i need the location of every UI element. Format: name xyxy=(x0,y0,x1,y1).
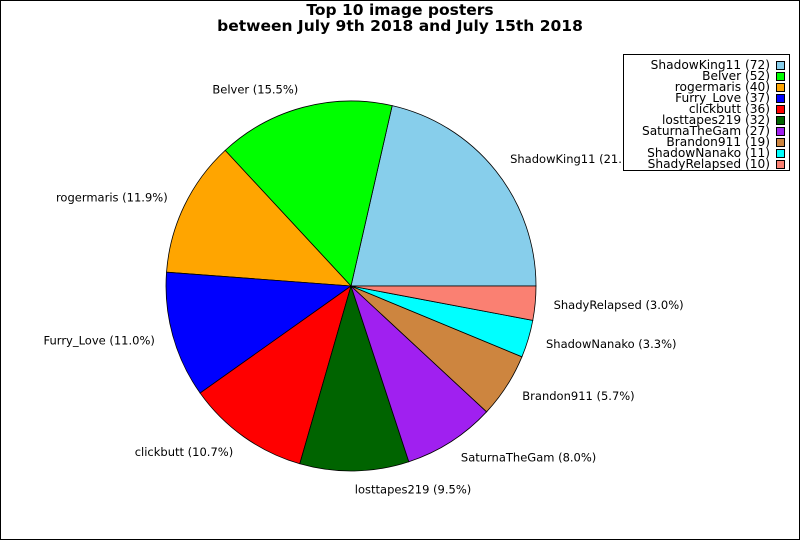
legend-label: ShadowNanako (11) xyxy=(647,146,770,160)
pie-slice-losttapes219 xyxy=(299,284,410,472)
legend-label: ShadowKing11 (72) xyxy=(650,58,770,72)
legend-swatch xyxy=(776,127,785,136)
legend-label: ShadyRelapsed (10) xyxy=(647,157,770,171)
legend-item-shadyrelapsed: ShadyRelapsed (10) xyxy=(647,157,785,171)
legend-item-losttapes219: losttapes219 (32) xyxy=(662,113,785,127)
slice-label-saturnathegam: SaturnaTheGam (8.0%) xyxy=(461,450,596,464)
chart-title-line-1: Top 10 image posters xyxy=(306,1,494,19)
legend-label: rogermaris (40) xyxy=(674,80,770,94)
slice-label-shadownanako: ShadowNanako (3.3%) xyxy=(546,337,677,351)
legend-item-saturnathegam: SaturnaTheGam (27) xyxy=(641,124,785,138)
legend-item-brandon911: Brandon911 (19) xyxy=(666,135,785,149)
slice-label-furry-love: Furry_Love (11.0%) xyxy=(44,334,155,348)
legend-label: SaturnaTheGam (27) xyxy=(641,124,770,138)
legend-swatch xyxy=(776,61,785,70)
legend-swatch xyxy=(776,94,785,103)
pie-slices xyxy=(165,100,537,472)
legend-label: Brandon911 (19) xyxy=(666,135,770,149)
pie-slice-clickbutt xyxy=(199,285,352,465)
pie-labels: ShadowKing11 (21. Belver (15.5%) rogermari… xyxy=(44,82,684,496)
legend-swatch xyxy=(776,83,785,92)
legend-item-belver: Belver (52) xyxy=(702,69,785,83)
pie-slice-saturnathegam xyxy=(350,285,488,463)
legend-item-rogermaris: rogermaris (40) xyxy=(674,80,785,94)
legend-label: clickbutt (36) xyxy=(688,102,770,116)
slice-label-shadyrelapsed: ShadyRelapsed (3.0%) xyxy=(554,298,684,312)
legend: ShadowKing11 (72) Belver (52) rogermaris (… xyxy=(623,54,790,171)
legend-item-shadowking11: ShadowKing11 (72) xyxy=(650,58,785,72)
legend-label: Belver (52) xyxy=(702,69,770,83)
slice-label-belver: Belver (15.5%) xyxy=(212,82,298,96)
pie-slice-shadowking11 xyxy=(350,105,537,287)
pie-slice-belver xyxy=(224,100,393,287)
legend-label: Furry_Love (37) xyxy=(675,91,770,105)
legend-swatch xyxy=(776,138,785,147)
legend-swatch xyxy=(776,72,785,81)
legend-swatch xyxy=(776,105,785,114)
legend-swatch xyxy=(776,160,785,169)
legend-item-furry-love: Furry_Love (37) xyxy=(675,91,785,105)
pie-slice-shadyrelapsed xyxy=(350,285,537,321)
chart-title-line-2: between July 9th 2018 and July 15th 2018 xyxy=(217,17,583,35)
legend-swatch xyxy=(776,116,785,125)
slice-label-clickbutt: clickbutt (10.7%) xyxy=(135,445,233,459)
pie-slice-furry-love xyxy=(165,271,353,394)
slice-label-shadowking11: ShadowKing11 (21. xyxy=(510,152,622,166)
legend-item-clickbutt: clickbutt (36) xyxy=(688,102,785,116)
legend-item-shadownanako: ShadowNanako (11) xyxy=(647,146,785,160)
slice-label-losttapes219: losttapes219 (9.5%) xyxy=(355,483,471,497)
chart-title: Top 10 image posters between July 9th 20… xyxy=(1,2,799,34)
slice-label-brandon911: Brandon911 (5.7%) xyxy=(522,389,634,403)
legend-swatch xyxy=(776,149,785,158)
slice-label-rogermaris: rogermaris (11.9%) xyxy=(56,191,168,205)
pie-slice-rogermaris xyxy=(166,149,352,287)
legend-label: losttapes219 (32) xyxy=(662,113,770,127)
